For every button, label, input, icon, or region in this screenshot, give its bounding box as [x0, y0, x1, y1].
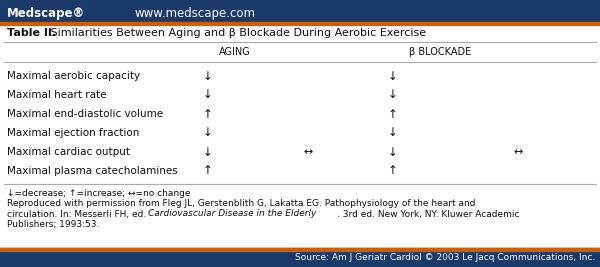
Text: Maximal plasma catecholamines: Maximal plasma catecholamines	[7, 166, 178, 176]
Text: Publishers; 1993:53.: Publishers; 1993:53.	[7, 219, 100, 229]
Text: Source: Am J Geriatr Cardiol © 2003 Le Jacq Communications, Inc.: Source: Am J Geriatr Cardiol © 2003 Le J…	[295, 253, 595, 262]
Text: ↓: ↓	[388, 146, 398, 159]
Text: ↓: ↓	[203, 69, 213, 83]
Text: ↓=decrease; ↑=increase; ↔=no change: ↓=decrease; ↑=increase; ↔=no change	[7, 190, 191, 198]
Bar	[0, 248, 600, 251]
Bar	[0, 248, 600, 267]
Text: www.medscape.com: www.medscape.com	[134, 7, 256, 21]
Text: ↔: ↔	[304, 147, 313, 157]
Bar	[0, 0, 600, 22]
Text: . 3rd ed. New York, NY: Kluwer Academic: . 3rd ed. New York, NY: Kluwer Academic	[337, 210, 520, 218]
Text: AGING: AGING	[219, 47, 251, 57]
Text: circulation. In: Messerli FH, ed.: circulation. In: Messerli FH, ed.	[7, 210, 149, 218]
Text: Maximal end-diastolic volume: Maximal end-diastolic volume	[7, 109, 163, 119]
Text: β BLOCKADE: β BLOCKADE	[409, 47, 471, 57]
Text: ↓: ↓	[388, 127, 398, 139]
Text: Reproduced with permission from Fleg JL, Gerstenblith G, Lakatta EG. Pathophysio: Reproduced with permission from Fleg JL,…	[7, 199, 476, 209]
Text: ↓: ↓	[203, 127, 213, 139]
Text: ↑: ↑	[388, 108, 398, 120]
Text: Medscape®: Medscape®	[7, 7, 85, 21]
Text: Cardiovascular Disease in the Elderly: Cardiovascular Disease in the Elderly	[148, 210, 316, 218]
Text: Maximal ejection fraction: Maximal ejection fraction	[7, 128, 139, 138]
Text: ↓: ↓	[203, 88, 213, 101]
Text: ↓: ↓	[388, 69, 398, 83]
Text: Table II.: Table II.	[7, 28, 56, 38]
Text: ↓: ↓	[203, 146, 213, 159]
Text: Similarities Between Aging and β Blockade During Aerobic Exercise: Similarities Between Aging and β Blockad…	[47, 28, 426, 38]
Bar	[0, 25, 600, 248]
Text: ↑: ↑	[203, 164, 213, 178]
Bar	[0, 22, 600, 25]
Text: ↑: ↑	[388, 164, 398, 178]
Text: ↑: ↑	[203, 108, 213, 120]
Text: Maximal cardiac output: Maximal cardiac output	[7, 147, 130, 157]
Text: Maximal heart rate: Maximal heart rate	[7, 90, 107, 100]
Text: ↓: ↓	[388, 88, 398, 101]
Text: ↔: ↔	[514, 147, 523, 157]
Text: Maximal aerobic capacity: Maximal aerobic capacity	[7, 71, 140, 81]
